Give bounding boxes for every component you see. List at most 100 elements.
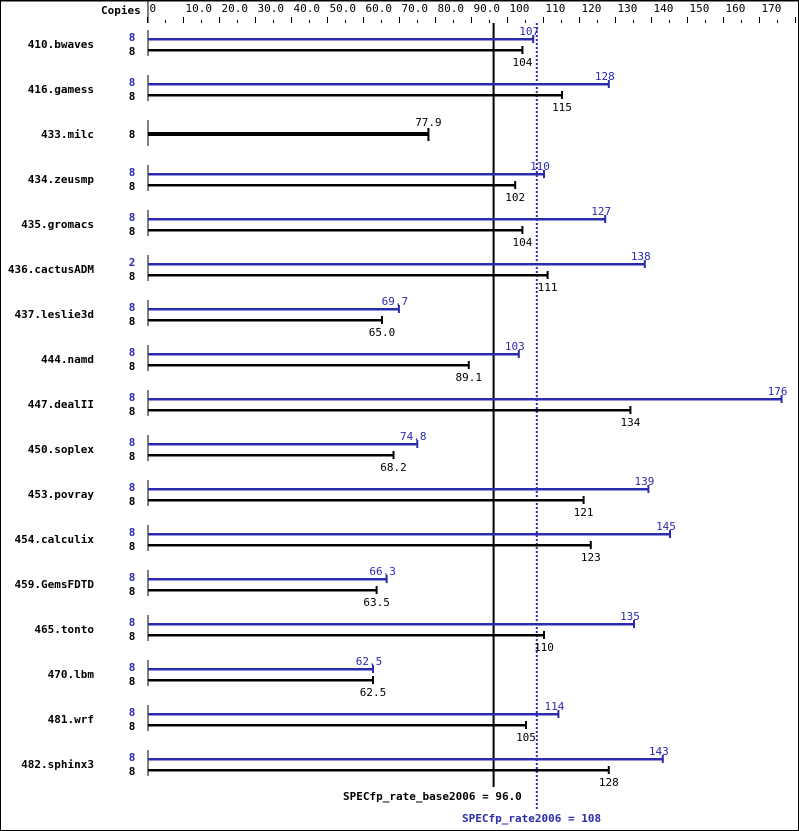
benchmark-label: 433.milc — [41, 128, 94, 141]
copies-peak: 8 — [129, 571, 136, 584]
tick-label: 140 — [654, 2, 674, 15]
benchmark-label: 434.zeusmp — [28, 173, 95, 186]
base-value-label: 68.2 — [380, 461, 407, 474]
base-bar — [148, 184, 516, 187]
benchmark-label: 410.bwaves — [28, 38, 94, 51]
base-bar — [148, 544, 591, 547]
base-bar — [148, 409, 631, 412]
benchmark-label: 444.namd — [41, 353, 94, 366]
tick-label: 40.0 — [294, 2, 321, 15]
peak-bar — [148, 398, 782, 401]
base-value-label: 77.9 — [415, 116, 442, 129]
copies-base: 8 — [129, 315, 136, 328]
base-bar — [148, 319, 382, 322]
base-value-label: 89.1 — [456, 371, 483, 384]
tick-label: 70.0 — [402, 2, 429, 15]
tick-label: 90.0 — [474, 2, 501, 15]
copies-base: 8 — [129, 45, 136, 58]
peak-value-label: 110 — [530, 160, 550, 173]
base-value-label: 104 — [512, 56, 532, 69]
tick-label: 170 — [762, 2, 782, 15]
tick-label: 0 — [150, 2, 157, 15]
base-value-label: 123 — [581, 551, 601, 564]
benchmark-label: 450.soplex — [28, 443, 95, 456]
copies-base: 8 — [129, 128, 136, 141]
base-value-label: 111 — [538, 281, 558, 294]
copies-base: 8 — [129, 585, 136, 598]
peak-value-label: 127 — [591, 205, 611, 218]
copies-peak: 8 — [129, 391, 136, 404]
base-bar — [148, 499, 584, 502]
benchmark-label: 465.tonto — [34, 623, 94, 636]
benchmark-label: 482.sphinx3 — [21, 758, 94, 771]
tick-label: 120 — [582, 2, 602, 15]
base-value-label: 110 — [534, 641, 554, 654]
tick-label: 30.0 — [258, 2, 285, 15]
peak-bar — [148, 758, 663, 761]
base-value-label: 62.5 — [360, 686, 387, 699]
base-bar — [148, 94, 562, 97]
copies-peak: 8 — [129, 31, 136, 44]
copies-base: 8 — [129, 225, 136, 238]
peak-value-label: 128 — [595, 70, 615, 83]
copies-base: 8 — [129, 360, 136, 373]
peak-bar — [148, 713, 559, 716]
copies-base: 8 — [129, 540, 136, 553]
benchmark-label: 447.dealII — [28, 398, 94, 411]
peak-bar — [148, 218, 606, 221]
base-value-label: 134 — [620, 416, 640, 429]
base-value-label: 63.5 — [363, 596, 390, 609]
benchmark-label: 436.cactusADM — [8, 263, 94, 276]
peak-reference-label: SPECfp_rate2006 = 108 — [462, 812, 601, 825]
peak-value-label: 143 — [649, 745, 669, 758]
peak-bar — [148, 578, 387, 581]
peak-value-label: 62.5 — [356, 655, 383, 668]
peak-value-label: 135 — [620, 610, 640, 623]
copies-peak: 8 — [129, 211, 136, 224]
benchmark-label: 416.gamess — [28, 83, 94, 96]
base-value-label: 65.0 — [369, 326, 396, 339]
peak-bar — [148, 668, 373, 671]
base-bar — [148, 132, 429, 136]
base-value-label: 121 — [574, 506, 594, 519]
base-value-label: 115 — [552, 101, 572, 114]
peak-value-label: 139 — [634, 475, 654, 488]
tick-label: 10.0 — [186, 2, 213, 15]
base-bar — [148, 679, 373, 682]
peak-value-label: 145 — [656, 520, 676, 533]
base-bar — [148, 724, 526, 727]
benchmark-label: 481.wrf — [48, 713, 94, 726]
copies-base: 8 — [129, 675, 136, 688]
copies-peak: 8 — [129, 346, 136, 359]
base-value-label: 102 — [505, 191, 525, 204]
tick-label: 100 — [510, 2, 530, 15]
copies-peak: 8 — [129, 751, 136, 764]
copies-base: 8 — [129, 495, 136, 508]
peak-value-label: 114 — [544, 700, 564, 713]
peak-bar — [148, 488, 649, 491]
peak-value-label: 74.8 — [400, 430, 427, 443]
copies-peak: 8 — [129, 706, 136, 719]
peak-value-label: 107 — [519, 25, 539, 38]
copies-base: 8 — [129, 450, 136, 463]
peak-value-label: 66.3 — [369, 565, 396, 578]
peak-value-label: 103 — [505, 340, 525, 353]
base-bar — [148, 634, 544, 637]
base-bar — [148, 589, 377, 592]
copies-base: 8 — [129, 180, 136, 193]
benchmark-label: 435.gromacs — [21, 218, 94, 231]
copies-peak: 8 — [129, 661, 136, 674]
benchmark-label: 459.GemsFDTD — [15, 578, 95, 591]
base-bar — [148, 229, 523, 232]
peak-value-label: 138 — [631, 250, 651, 263]
tick-label: 130 — [618, 2, 638, 15]
tick-label: 110 — [546, 2, 566, 15]
peak-value-label: 69.7 — [382, 295, 409, 308]
tick-label: 50.0 — [330, 2, 357, 15]
copies-base: 8 — [129, 405, 136, 418]
base-bar — [148, 364, 469, 367]
peak-bar — [148, 308, 399, 311]
base-bar — [148, 49, 523, 52]
copies-peak: 8 — [129, 436, 136, 449]
